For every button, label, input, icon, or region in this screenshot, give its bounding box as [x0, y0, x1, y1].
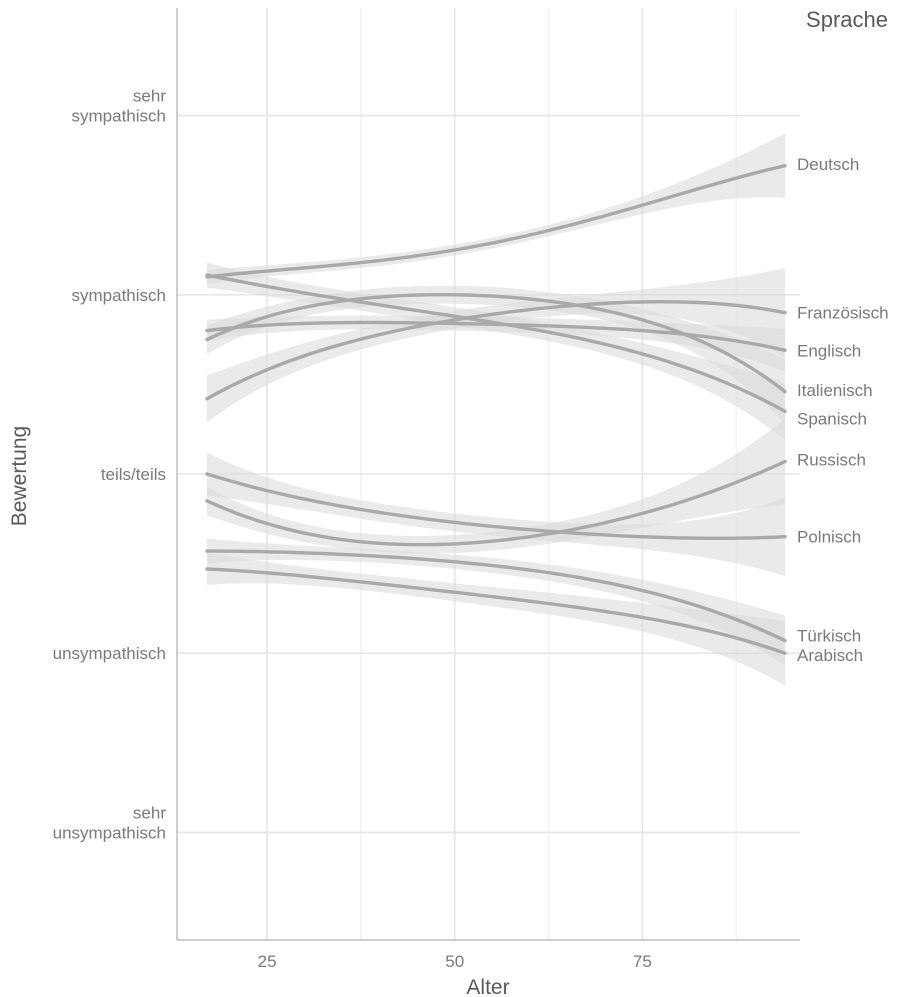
- trend-line-italienisch: [205, 293, 787, 394]
- confidence-band-russisch: [207, 418, 785, 554]
- series-label-polnisch: Polnisch: [797, 528, 861, 547]
- legend-title: Sprache: [806, 7, 888, 32]
- x-tick-label: 50: [445, 952, 464, 971]
- x-tick-label: 25: [258, 952, 277, 971]
- series-label-spanisch: Spanisch: [797, 409, 867, 428]
- confidence-bands: [207, 133, 785, 686]
- trend-line-russisch: [205, 459, 787, 547]
- trend-line-deutsch: [205, 164, 787, 279]
- confidence-band-arabisch: [207, 552, 785, 686]
- y-tick-label: sehr unsympathisch: [53, 803, 167, 842]
- trend-lines: [205, 164, 787, 655]
- trend-line-polnisch: [205, 472, 787, 540]
- y-tick-label: sympathisch: [72, 286, 166, 305]
- trend-line-türkisch: [205, 549, 787, 643]
- series-label-türkisch: Türkisch: [797, 626, 861, 645]
- trend-line-spanisch: [205, 273, 787, 413]
- series-label-italienisch: Italienisch: [797, 381, 873, 400]
- confidence-band-französisch: [207, 267, 785, 422]
- y-tick-label: unsympathisch: [53, 644, 166, 663]
- trend-line-französisch: [205, 299, 787, 401]
- confidence-band-deutsch: [207, 133, 785, 284]
- y-tick-label: sehr sympathisch: [72, 87, 167, 126]
- series-labels: Deutsch Französisch Englisch Italienisch Spa…: [797, 155, 889, 665]
- series-label-englisch: Englisch: [797, 341, 861, 360]
- x-tick-label: 75: [633, 952, 652, 971]
- confidence-band-polnisch: [207, 452, 785, 577]
- series-label-arabisch: Arabisch: [797, 646, 863, 665]
- series-label-deutsch: Deutsch: [797, 155, 859, 174]
- confidence-band-spanisch: [207, 262, 785, 440]
- axes: 25 50 75 sehr sympathisch sympathisch teils/te…: [53, 8, 800, 971]
- trend-line-arabisch: [205, 567, 787, 655]
- y-tick-label: teils/teils: [101, 465, 166, 484]
- x-axis-title: Alter: [466, 976, 509, 997]
- series-label-russisch: Russisch: [797, 451, 866, 470]
- y-axis-title: Bewertung: [8, 426, 31, 526]
- series-label-französisch: Französisch: [797, 304, 889, 323]
